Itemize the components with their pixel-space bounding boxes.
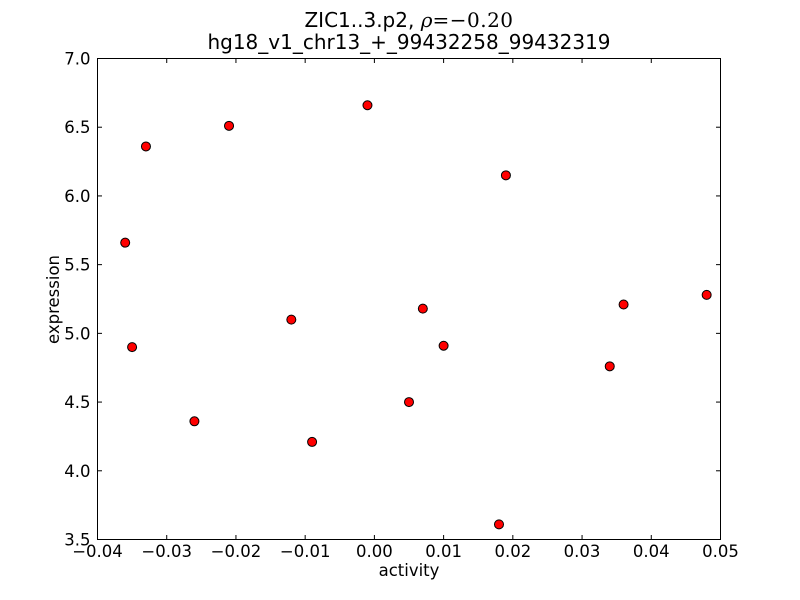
x-tick-label: 0.03 (564, 542, 601, 561)
y-tick-label: 6.5 (64, 118, 90, 137)
chart-title-prefix: ZIC1..3.p2, (304, 8, 421, 32)
chart-subtitle: hg18_v1_chr13_+_99432258_99432319 (207, 30, 611, 54)
y-tick-label: 4.0 (64, 462, 90, 481)
x-tick-label: 0.00 (356, 542, 393, 561)
chart-title-block: ZIC1..3.p2, ρ=−0.20 hg18_v1_chr13_+_9943… (97, 9, 721, 53)
data-point (438, 340, 449, 351)
y-tick-label: 5.0 (64, 324, 90, 343)
data-point (604, 361, 615, 372)
data-point (493, 519, 504, 530)
y-tick-label: 4.5 (64, 393, 90, 412)
data-point (701, 289, 712, 300)
y-tick-label: 6.0 (64, 187, 90, 206)
data-point (140, 141, 151, 152)
data-point (286, 314, 297, 325)
y-tick-label: 3.5 (64, 531, 90, 550)
data-point (307, 436, 318, 447)
data-point (189, 416, 200, 427)
x-tick-label: −0.01 (280, 542, 331, 561)
y-tick-label: 5.5 (64, 256, 90, 275)
plot-frame (97, 58, 721, 540)
x-tick-label: 0.04 (633, 542, 670, 561)
rho-symbol: ρ (420, 8, 433, 32)
x-tick-label: 0.01 (425, 542, 462, 561)
data-point (618, 299, 629, 310)
chart-title-line1: ZIC1..3.p2, ρ=−0.20 (97, 9, 721, 31)
data-point (417, 303, 428, 314)
data-point (127, 342, 138, 353)
data-point (362, 100, 373, 111)
x-tick-label: 0.05 (702, 542, 739, 561)
rho-value: =−0.20 (432, 8, 514, 32)
data-point (224, 120, 235, 131)
x-tick-label: −0.03 (141, 542, 192, 561)
x-tick-label: 0.02 (494, 542, 531, 561)
x-axis-label: activity (378, 561, 440, 580)
data-point (500, 170, 511, 181)
x-tick-label: −0.04 (72, 542, 123, 561)
data-point (404, 397, 414, 408)
x-tick-label: −0.02 (211, 542, 262, 561)
data-point (120, 237, 131, 248)
y-tick-label: 7.0 (64, 50, 90, 69)
